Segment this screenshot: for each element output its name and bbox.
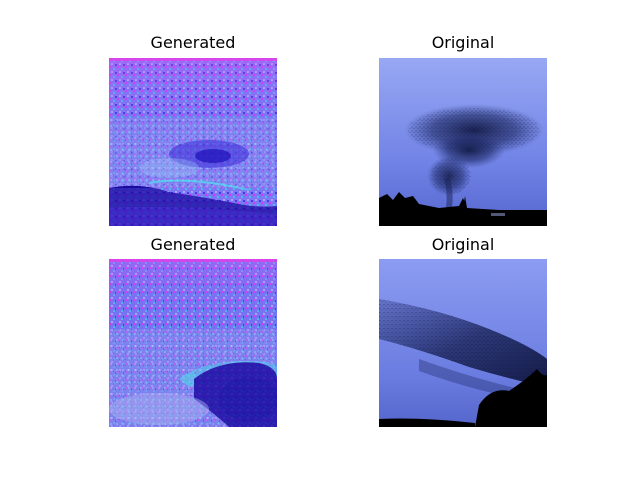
generated-image-top <box>109 58 277 226</box>
panel-title-original-top: Original <box>431 33 495 52</box>
panel-title-original-bottom: Original <box>431 235 495 254</box>
generated-image-bottom <box>109 259 277 427</box>
original-image-top-graphic <box>379 58 547 226</box>
panel-title-generated-top: Generated <box>150 33 236 52</box>
panel-title-generated-bottom: Generated <box>150 235 236 254</box>
generated-image-top-graphic <box>109 58 277 226</box>
original-image-top <box>379 58 547 226</box>
original-image-bottom <box>379 259 547 427</box>
generated-image-bottom-graphic <box>109 259 277 427</box>
original-image-bottom-graphic <box>379 259 547 427</box>
